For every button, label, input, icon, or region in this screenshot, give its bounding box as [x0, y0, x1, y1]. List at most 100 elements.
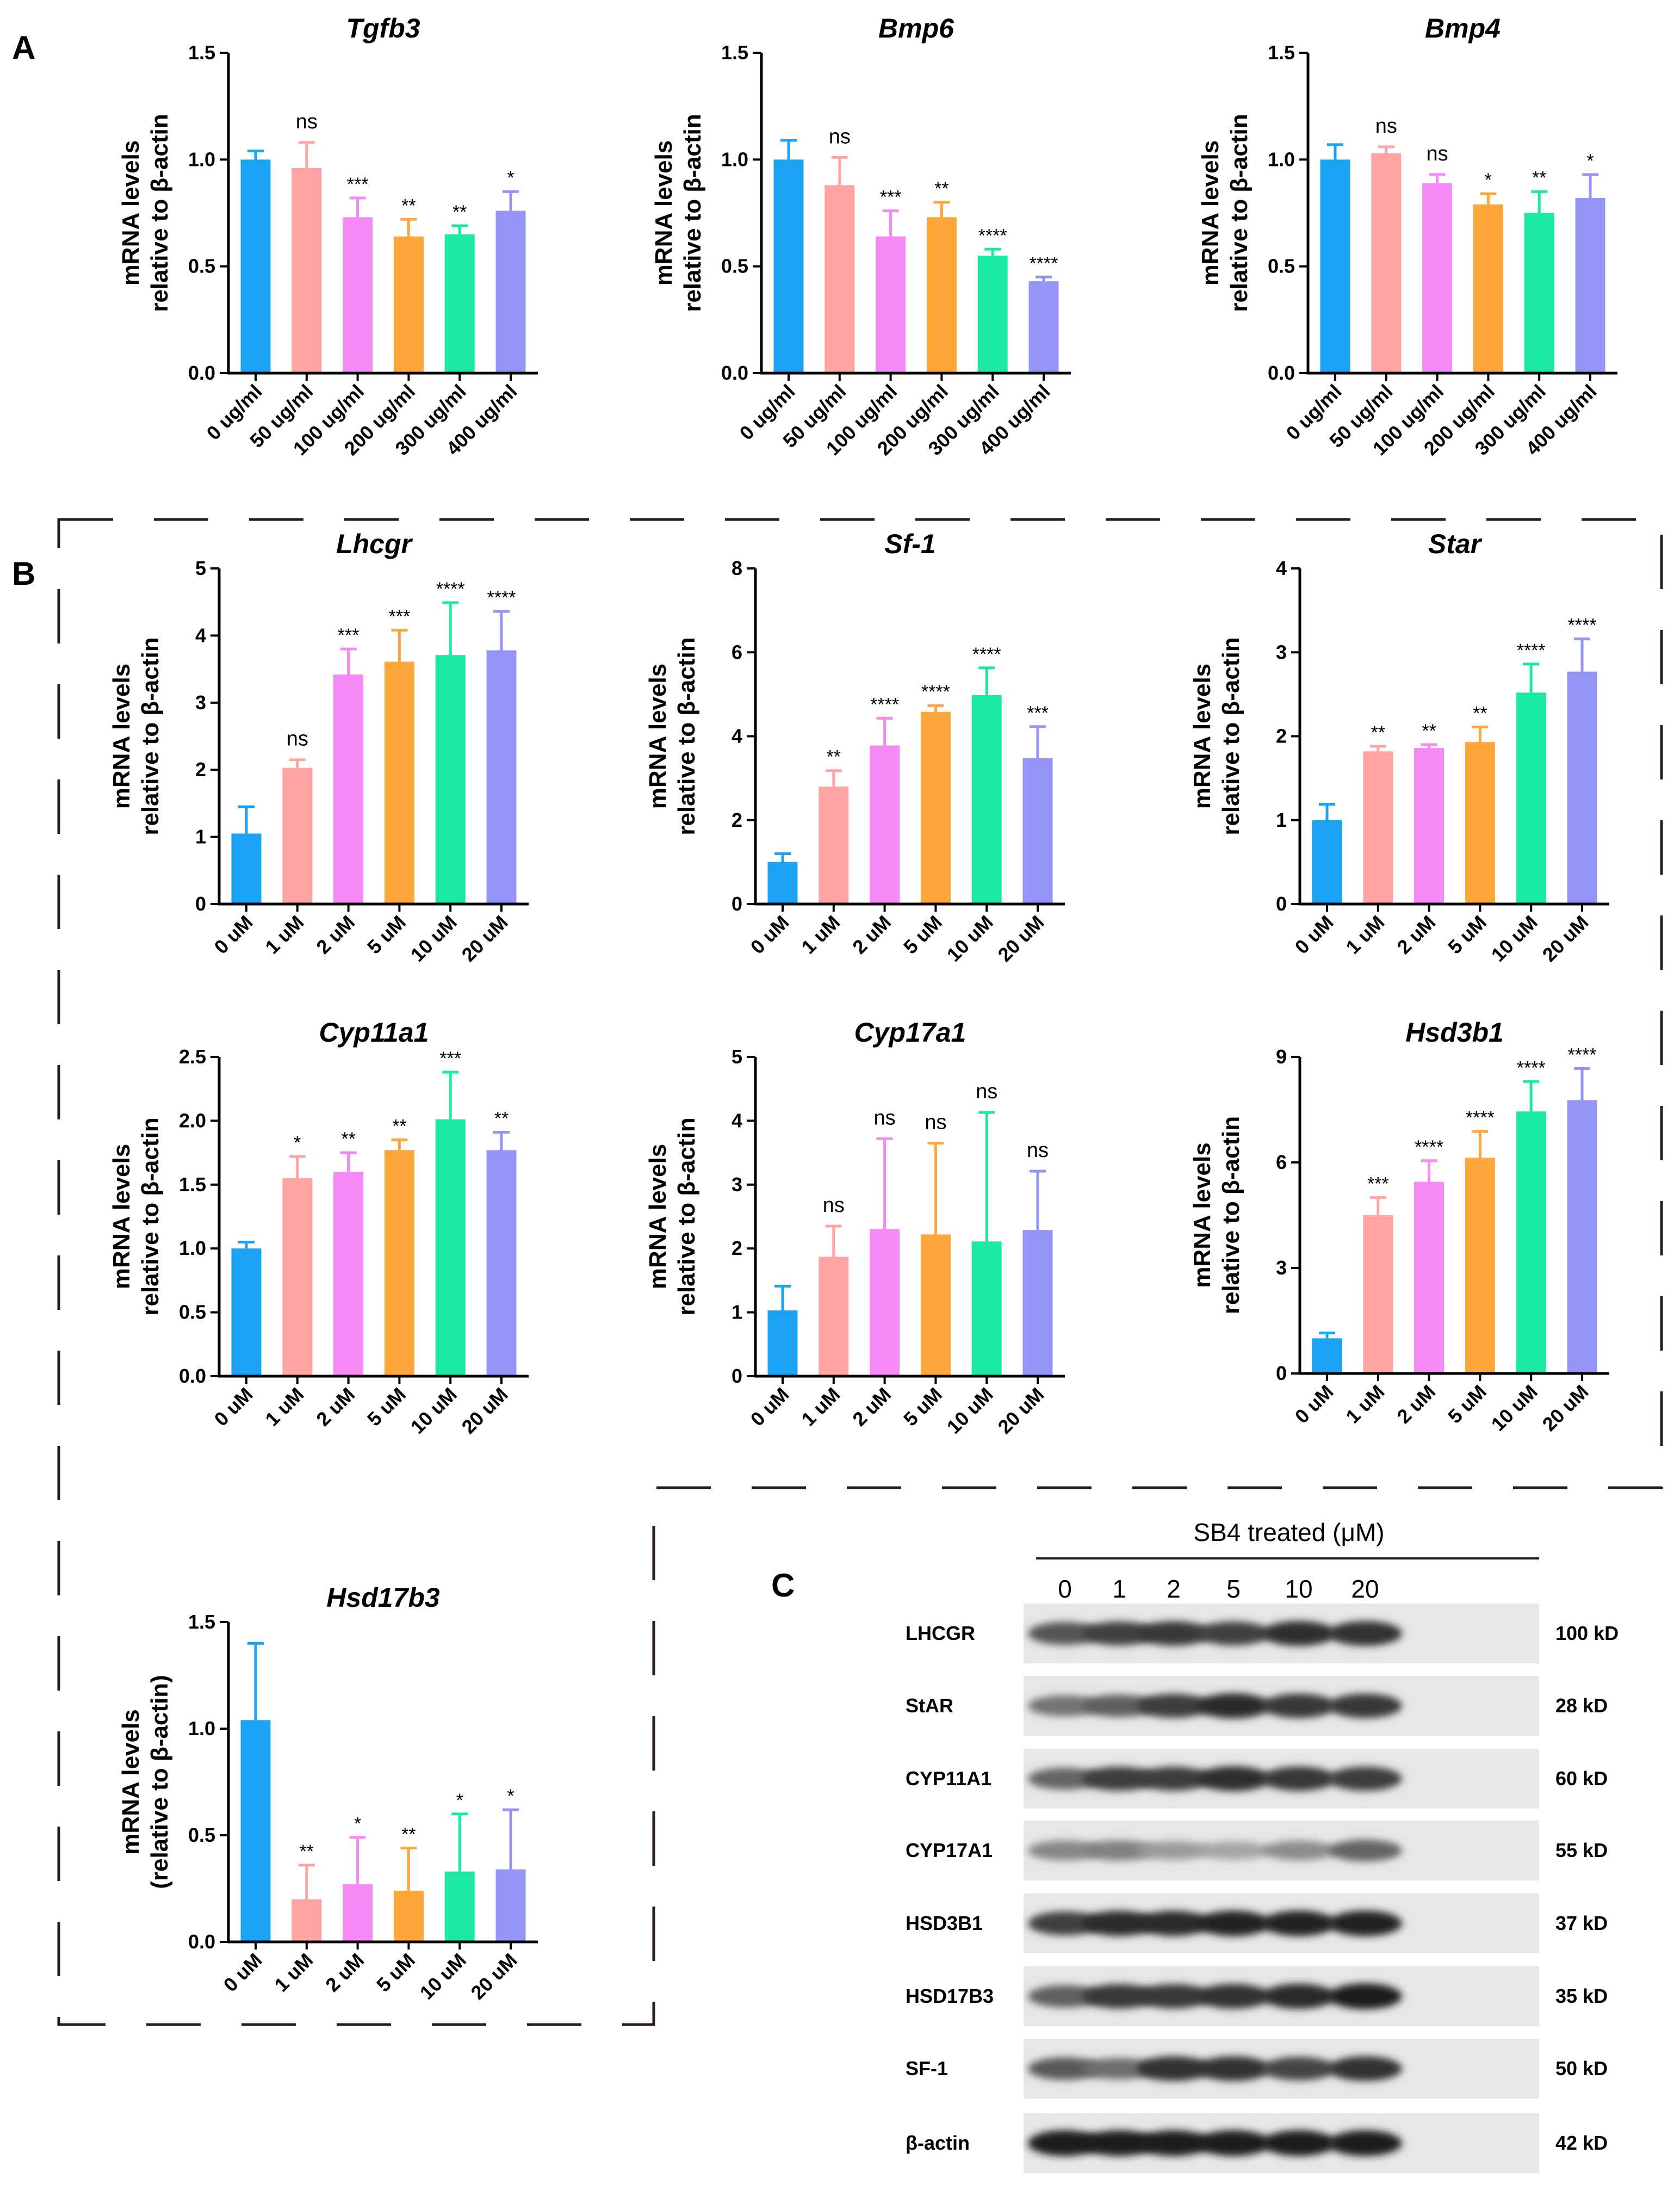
significance-label: ***: [389, 607, 411, 627]
significance-label: ****: [972, 644, 1001, 665]
bar: [1022, 1230, 1053, 1376]
chart-cyp11a1: Cyp11a1 mRNA levels relative to β-actin 0.0…: [108, 1017, 529, 1438]
significance-label: ****: [1517, 640, 1546, 661]
bar: [1465, 1158, 1495, 1373]
y-tick-label: 3: [731, 1173, 742, 1196]
bar: [1371, 153, 1402, 373]
blot-band: [1082, 1622, 1156, 1645]
blot-band: [1082, 1910, 1156, 1936]
significance-label: ns: [976, 1080, 997, 1103]
y-tick-label: 6: [731, 641, 742, 663]
blot-band: [1197, 1766, 1270, 1791]
significance-label: *: [294, 1132, 301, 1153]
bar: [824, 185, 855, 373]
significance-label: **: [934, 178, 949, 199]
bar: [1473, 204, 1503, 373]
blot-band: [1082, 1840, 1156, 1861]
y-axis-label: relative to β-actin: [673, 637, 700, 835]
y-tick-label: 1.5: [1268, 41, 1295, 64]
bar: [1567, 1100, 1597, 1373]
significance-label: ns: [925, 1111, 946, 1134]
significance-label: **: [1473, 703, 1487, 724]
y-axis-label: mRNA levels: [117, 1709, 144, 1854]
blot-band: [1262, 1910, 1336, 1936]
bar: [870, 745, 900, 904]
y-axis-label: mRNA levels: [117, 140, 144, 286]
chart-title: Hsd3b1: [1405, 1017, 1504, 1048]
y-tick-label: 2: [731, 1237, 742, 1259]
blot-band: [1197, 1841, 1270, 1860]
y-axis-label: relative to β-actin: [146, 114, 173, 312]
significance-label: ns: [829, 125, 851, 148]
blot-band: [1082, 1766, 1156, 1791]
category-label: 10 uM: [943, 911, 997, 966]
y-tick-label: 4: [1276, 557, 1287, 579]
chart-cyp17a1: Cyp17a1 mRNA levels relative to β-actin 0 1 2…: [644, 1017, 1065, 1438]
bar: [333, 674, 364, 904]
y-tick-label: 3: [1276, 1257, 1287, 1279]
y-tick-label: 0.5: [188, 255, 215, 277]
category-label: 2 uM: [848, 1383, 895, 1431]
bar: [920, 1234, 951, 1376]
bar: [1465, 742, 1495, 904]
y-tick-label: 0.0: [188, 1930, 215, 1953]
significance-label: *: [354, 1814, 361, 1834]
blot-band: [1197, 2130, 1270, 2156]
bar: [876, 236, 906, 373]
significance-label: **: [401, 195, 416, 216]
panel-letter-a: A: [12, 29, 35, 66]
significance-label: **: [1532, 168, 1546, 188]
y-axis-label: mRNA levels: [644, 1144, 671, 1289]
bar: [384, 661, 414, 904]
significance-label: ****: [870, 694, 899, 715]
blot-band: [1197, 1910, 1270, 1936]
y-axis-label: mRNA levels: [1189, 664, 1216, 809]
significance-label: ns: [287, 728, 308, 751]
chart-bmp4: Bmp4 mRNA levels relative to β-actin 0.0 0.5…: [1197, 13, 1617, 460]
category-label: 1 uM: [261, 911, 308, 958]
panel-b-frame: [57, 518, 1663, 2026]
significance-label: ****: [1415, 1137, 1443, 1158]
blot-protein-label: LHCGR: [906, 1622, 975, 1644]
bar: [870, 1229, 900, 1376]
blot-band: [1328, 1693, 1402, 1718]
category-label: 5 uM: [1443, 1381, 1491, 1428]
blot-band: [1328, 1839, 1402, 1862]
significance-label: ns: [874, 1106, 896, 1129]
category-label: 0 uM: [1291, 1381, 1338, 1428]
category-label: 1 uM: [261, 1383, 308, 1431]
blot-band: [1262, 2057, 1336, 2081]
y-tick-label: 5: [195, 557, 206, 579]
category-label: 2 uM: [321, 1949, 368, 1996]
y-tick-label: 2: [1276, 725, 1287, 747]
blot-size-label: 60 kD: [1555, 1767, 1608, 1790]
blot-band: [1262, 1766, 1336, 1791]
bar: [926, 217, 957, 373]
blot-band: [1137, 1621, 1211, 1646]
y-axis-label: relative to β-actin: [1226, 114, 1253, 312]
category-label: 0 uM: [746, 911, 793, 958]
category-label: 20 uM: [994, 1383, 1049, 1438]
bar: [292, 1899, 322, 1942]
significance-label: **: [392, 1116, 406, 1137]
lane-label: 20: [1351, 1575, 1379, 1603]
category-label: 1 uM: [270, 1949, 317, 1996]
bar: [971, 1241, 1002, 1376]
category-label: 20 uM: [994, 911, 1049, 966]
blot-band: [1137, 1910, 1211, 1936]
y-tick-label: 0.0: [188, 362, 215, 384]
chart-lhcgr: Lhcgr mRNA levels relative to β-actin 0 1 2 3 4…: [108, 529, 529, 966]
blot-size-label: 50 kD: [1555, 2057, 1608, 2080]
blot-band: [1082, 1984, 1156, 2009]
category-label: 5 uM: [372, 1949, 419, 1996]
y-tick-label: 1.5: [179, 1173, 206, 1196]
bar: [486, 650, 517, 904]
chart-title: Tgfb3: [346, 13, 420, 44]
significance-label: ns: [1375, 115, 1397, 138]
blot-band: [1082, 1694, 1156, 1717]
chart-title: Sf-1: [884, 529, 935, 559]
bar: [773, 159, 804, 373]
significance-label: ***: [439, 1048, 461, 1069]
bar: [767, 862, 798, 904]
